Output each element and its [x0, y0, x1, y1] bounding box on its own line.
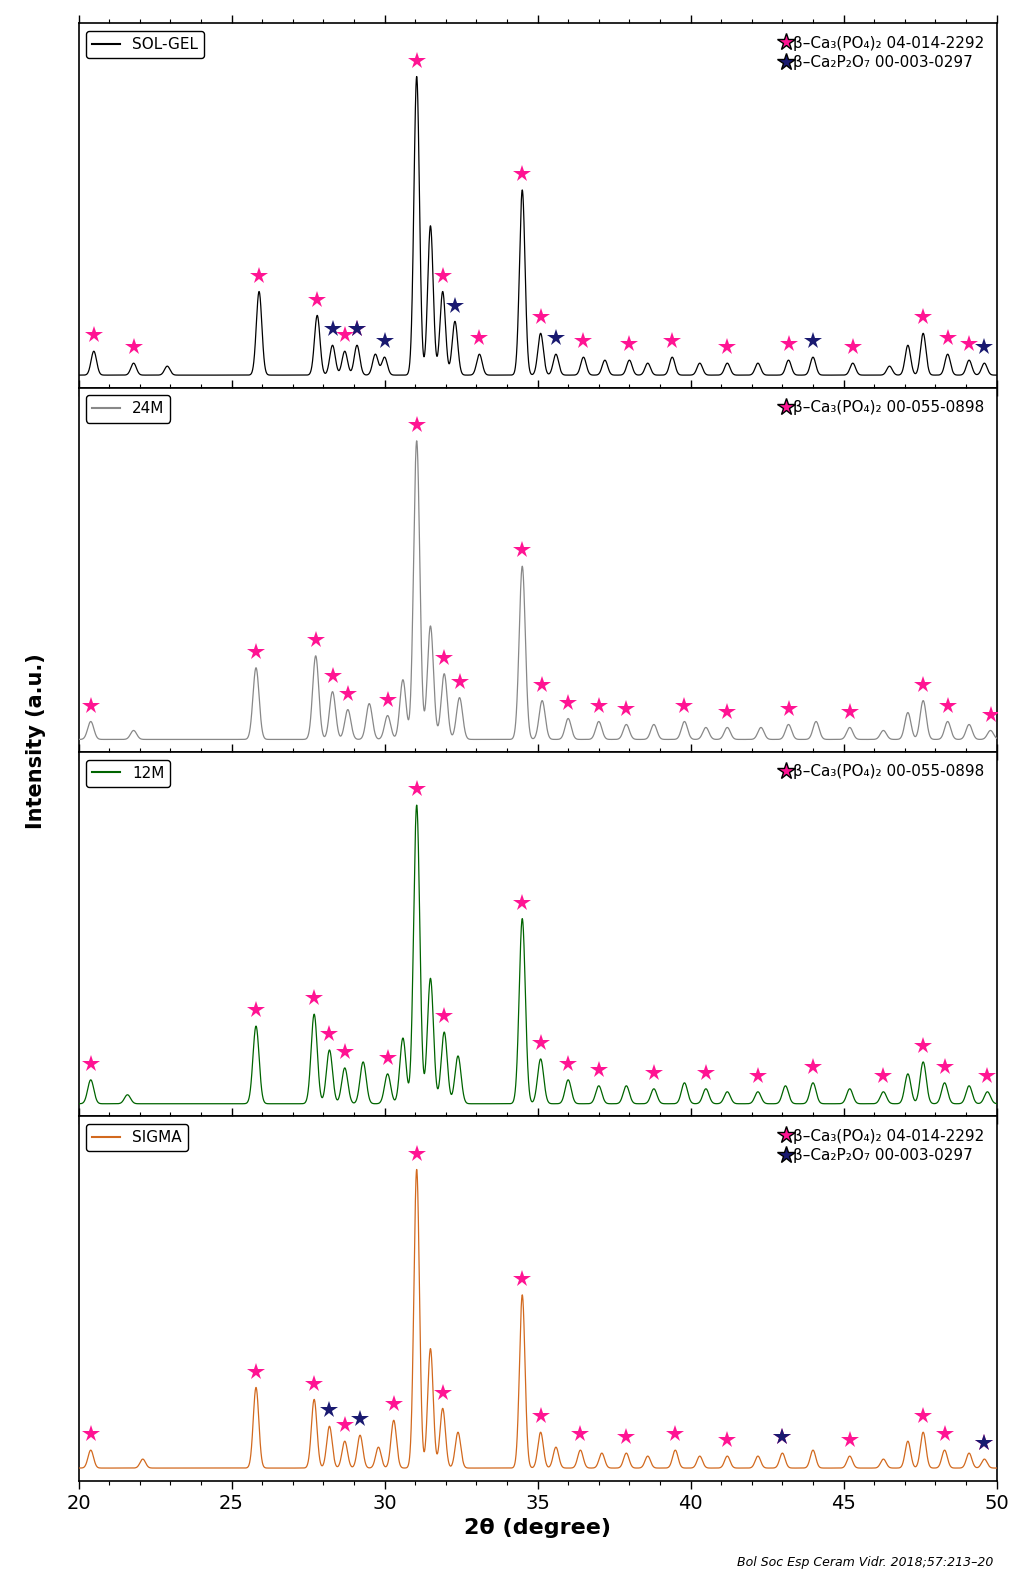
- Legend: β–Ca₃(PO₄)₂ 00-055-0898: β–Ca₃(PO₄)₂ 00-055-0898: [778, 396, 989, 419]
- Legend: β–Ca₃(PO₄)₂ 00-055-0898: β–Ca₃(PO₄)₂ 00-055-0898: [778, 760, 989, 784]
- X-axis label: 2θ (degree): 2θ (degree): [464, 1519, 611, 1538]
- Legend: β–Ca₃(PO₄)₂ 04-014-2292, β–Ca₂P₂O₇ 00-003-0297: β–Ca₃(PO₄)₂ 04-014-2292, β–Ca₂P₂O₇ 00-00…: [778, 1124, 989, 1167]
- Legend: β–Ca₃(PO₄)₂ 04-014-2292, β–Ca₂P₂O₇ 00-003-0297: β–Ca₃(PO₄)₂ 04-014-2292, β–Ca₂P₂O₇ 00-00…: [778, 32, 989, 74]
- Text: Intensity (a.u.): Intensity (a.u.): [26, 653, 46, 830]
- Text: Bol Soc Esp Ceram Vidr. 2018;57:213–20: Bol Soc Esp Ceram Vidr. 2018;57:213–20: [737, 1556, 993, 1569]
